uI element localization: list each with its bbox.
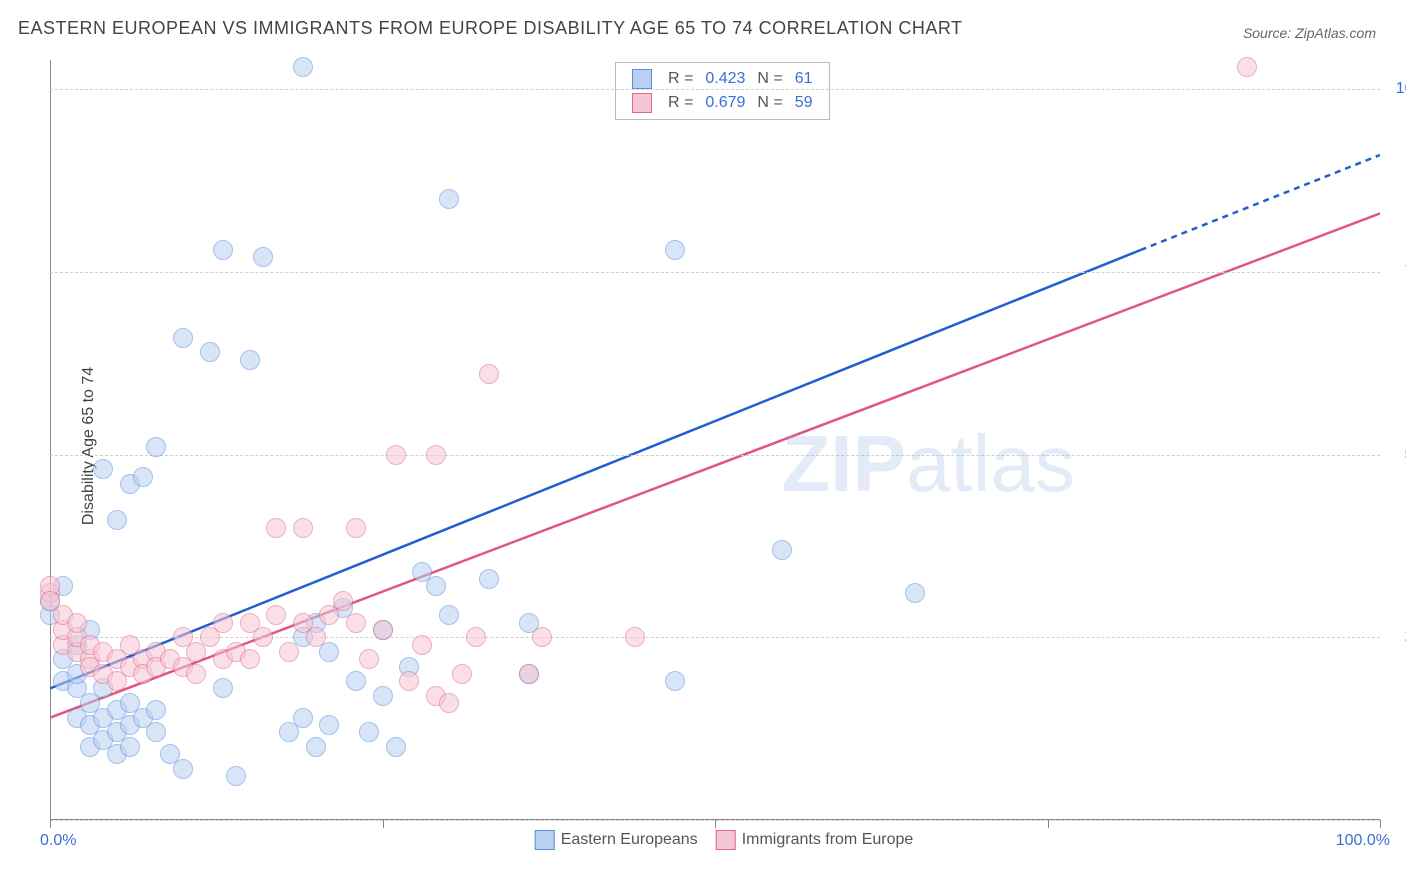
grid-line bbox=[50, 637, 1380, 638]
x-axis-tick bbox=[383, 820, 384, 828]
scatter-point bbox=[146, 722, 166, 742]
scatter-point bbox=[412, 635, 432, 655]
scatter-point bbox=[333, 591, 353, 611]
scatter-point bbox=[240, 649, 260, 669]
watermark: ZIPatlas bbox=[782, 418, 1075, 510]
scatter-point bbox=[67, 613, 87, 633]
scatter-point bbox=[120, 737, 140, 757]
scatter-point bbox=[186, 664, 206, 684]
grid-line bbox=[50, 89, 1380, 90]
scatter-point bbox=[346, 671, 366, 691]
scatter-point bbox=[213, 678, 233, 698]
scatter-point bbox=[240, 350, 260, 370]
chart-title: EASTERN EUROPEAN VS IMMIGRANTS FROM EURO… bbox=[18, 18, 963, 39]
y-axis-tick-label: 100.0% bbox=[1390, 80, 1406, 98]
scatter-point bbox=[146, 437, 166, 457]
x-axis-max-label: 100.0% bbox=[1336, 832, 1390, 850]
legend-r-label: R = bbox=[662, 91, 699, 115]
legend-swatch bbox=[535, 830, 555, 850]
scatter-point bbox=[1237, 57, 1257, 77]
scatter-point bbox=[359, 649, 379, 669]
scatter-point bbox=[93, 459, 113, 479]
legend-n-label: N = bbox=[751, 91, 788, 115]
scatter-point bbox=[373, 686, 393, 706]
series-legend: Eastern Europeans Immigrants from Europe bbox=[517, 830, 914, 850]
scatter-point bbox=[386, 737, 406, 757]
y-axis-line bbox=[50, 60, 51, 820]
trend-lines-layer bbox=[50, 60, 1380, 820]
legend-r-label: R = bbox=[662, 67, 699, 91]
scatter-point bbox=[200, 342, 220, 362]
scatter-point bbox=[133, 467, 153, 487]
scatter-point bbox=[266, 518, 286, 538]
y-axis-tick-label: 50.0% bbox=[1390, 446, 1406, 464]
scatter-point bbox=[213, 613, 233, 633]
scatter-point bbox=[173, 328, 193, 348]
scatter-point bbox=[279, 642, 299, 662]
y-axis-tick-label: 75.0% bbox=[1390, 263, 1406, 281]
scatter-point bbox=[107, 510, 127, 530]
y-axis-tick-label: 25.0% bbox=[1390, 628, 1406, 646]
scatter-point bbox=[386, 445, 406, 465]
legend-r-value: 0.679 bbox=[699, 91, 751, 115]
scatter-point bbox=[226, 766, 246, 786]
scatter-point bbox=[426, 445, 446, 465]
source-attribution: Source: ZipAtlas.com bbox=[1243, 25, 1376, 41]
scatter-point bbox=[399, 671, 419, 691]
scatter-point bbox=[439, 189, 459, 209]
scatter-point bbox=[452, 664, 472, 684]
scatter-point bbox=[905, 583, 925, 603]
scatter-point bbox=[479, 364, 499, 384]
scatter-point bbox=[519, 664, 539, 684]
legend-swatch bbox=[632, 69, 652, 89]
scatter-point bbox=[319, 715, 339, 735]
chart-plot-area: 0.0% 100.0% R =0.423N =61R =0.679N =59 E… bbox=[50, 60, 1380, 820]
scatter-point bbox=[426, 576, 446, 596]
scatter-point bbox=[253, 627, 273, 647]
scatter-point bbox=[772, 540, 792, 560]
scatter-point bbox=[373, 620, 393, 640]
trend-line-dashed bbox=[1141, 155, 1380, 250]
x-axis-min-label: 0.0% bbox=[40, 832, 76, 850]
scatter-point bbox=[266, 605, 286, 625]
scatter-point bbox=[466, 627, 486, 647]
legend-series-label: Immigrants from Europe bbox=[742, 831, 914, 848]
legend-series-label: Eastern Europeans bbox=[561, 831, 698, 848]
scatter-point bbox=[346, 518, 366, 538]
scatter-point bbox=[293, 708, 313, 728]
scatter-point bbox=[293, 518, 313, 538]
scatter-point bbox=[306, 737, 326, 757]
trend-line bbox=[50, 213, 1380, 717]
scatter-point bbox=[346, 613, 366, 633]
scatter-point bbox=[213, 240, 233, 260]
legend-n-value: 61 bbox=[789, 67, 819, 91]
correlation-legend: R =0.423N =61 R =0.679N =59 bbox=[615, 62, 830, 120]
grid-line bbox=[50, 455, 1380, 456]
scatter-point bbox=[359, 722, 379, 742]
x-axis-tick bbox=[1380, 820, 1381, 828]
legend-n-label: N = bbox=[751, 67, 788, 91]
scatter-point bbox=[439, 605, 459, 625]
legend-swatch bbox=[632, 93, 652, 113]
scatter-point bbox=[625, 627, 645, 647]
x-axis-tick bbox=[1048, 820, 1049, 828]
x-axis-tick bbox=[715, 820, 716, 828]
scatter-point bbox=[253, 247, 273, 267]
scatter-point bbox=[293, 57, 313, 77]
scatter-point bbox=[665, 671, 685, 691]
scatter-point bbox=[173, 759, 193, 779]
legend-swatch bbox=[716, 830, 736, 850]
scatter-point bbox=[306, 627, 326, 647]
scatter-point bbox=[479, 569, 499, 589]
scatter-point bbox=[439, 693, 459, 713]
x-axis-tick bbox=[50, 820, 51, 828]
scatter-point bbox=[532, 627, 552, 647]
scatter-point bbox=[146, 700, 166, 720]
grid-line bbox=[50, 272, 1380, 273]
scatter-point bbox=[665, 240, 685, 260]
legend-n-value: 59 bbox=[789, 91, 819, 115]
legend-r-value: 0.423 bbox=[699, 67, 751, 91]
